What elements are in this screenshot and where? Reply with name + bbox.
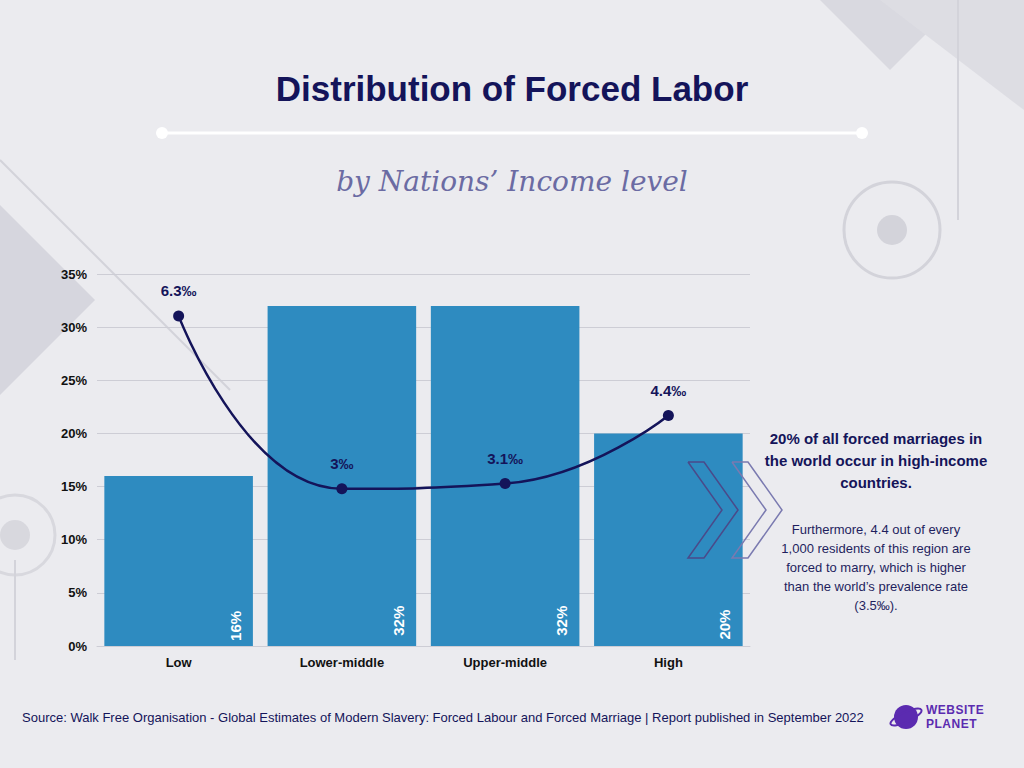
svg-text:5%: 5% [68, 585, 87, 600]
svg-text:Lower-middle: Lower-middle [300, 655, 385, 670]
svg-text:by Nations’ Income level: by Nations’ Income level [336, 165, 688, 198]
svg-text:6.3‰: 6.3‰ [161, 282, 197, 299]
html-text:PLANET: PLANET [926, 717, 977, 731]
svg-text:16%: 16% [227, 611, 244, 641]
svg-text:32%: 32% [390, 606, 407, 636]
svg-text:Distribution of Forced Labor: Distribution of Forced Labor [276, 69, 749, 108]
svg-text:3‰: 3‰ [330, 455, 353, 472]
svg-text:3.1‰: 3.1‰ [487, 450, 523, 467]
svg-text:32%: 32% [553, 606, 570, 636]
svg-text:15%: 15% [61, 479, 87, 494]
svg-text:35%: 35% [61, 267, 87, 282]
html-text:20% of all forced marriages in: 20% of all forced marriages in the world… [764, 430, 988, 491]
svg-text:30%: 30% [61, 320, 87, 335]
html-text:Furthermore, 4.4 out of every: Furthermore, 4.4 out of every 1,000 resi… [781, 522, 971, 613]
svg-text:20%: 20% [716, 610, 733, 640]
svg-text:10%: 10% [61, 532, 87, 547]
svg-text:Low: Low [166, 655, 193, 670]
html-text:Source: Walk Free Organisation: Source: Walk Free Organisation - Global … [22, 710, 864, 725]
svg-text:Upper-middle: Upper-middle [463, 655, 547, 670]
svg-text:20%: 20% [61, 426, 87, 441]
svg-text:High: High [654, 655, 683, 670]
html-text:WEBSITE: WEBSITE [926, 703, 985, 717]
svg-text:4.4‰: 4.4‰ [650, 382, 686, 399]
svg-text:0%: 0% [68, 639, 87, 654]
svg-text:25%: 25% [61, 373, 87, 388]
